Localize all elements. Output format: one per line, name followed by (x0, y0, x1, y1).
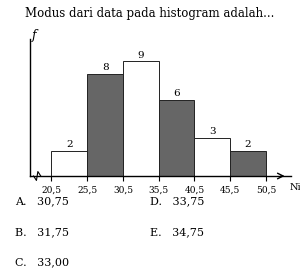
Text: E.   34,75: E. 34,75 (150, 227, 204, 237)
Text: 2: 2 (245, 140, 251, 148)
Text: A.   30,75: A. 30,75 (15, 197, 69, 207)
Text: C.   33,00: C. 33,00 (15, 257, 69, 267)
Bar (194, 138, 230, 176)
Bar (87, 74, 123, 176)
Bar (52, 150, 87, 176)
Text: Nilai: Nilai (290, 183, 300, 192)
Bar (159, 100, 194, 176)
Text: D.   33,75: D. 33,75 (150, 197, 204, 207)
Text: f: f (32, 29, 37, 42)
Bar (123, 61, 159, 176)
Text: 9: 9 (137, 51, 144, 59)
Bar (230, 150, 266, 176)
Text: B.   31,75: B. 31,75 (15, 227, 69, 237)
Text: 8: 8 (102, 63, 108, 72)
Text: 6: 6 (173, 89, 180, 98)
Text: Modus dari data pada histogram adalah...: Modus dari data pada histogram adalah... (25, 7, 275, 20)
Text: 2: 2 (66, 140, 73, 148)
Text: 3: 3 (209, 127, 216, 136)
